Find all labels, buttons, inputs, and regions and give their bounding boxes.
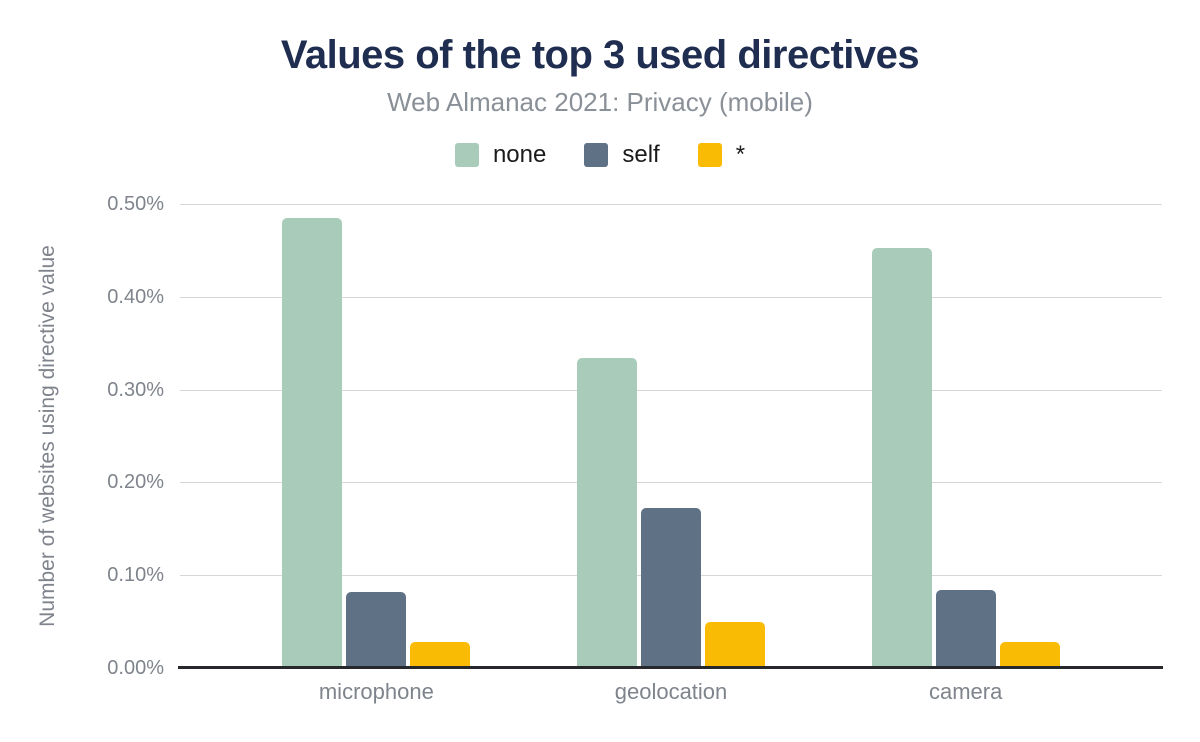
x-axis-label-microphone: microphone bbox=[318, 679, 434, 704]
legend: none self * bbox=[0, 143, 1200, 167]
x-axis-label-geolocation: geolocation bbox=[614, 679, 728, 704]
gridline bbox=[180, 482, 1162, 484]
chart-title: Values of the top 3 used directives bbox=[280, 33, 920, 77]
bar-geolocation-self bbox=[641, 508, 701, 668]
bar-camera-none bbox=[871, 247, 932, 668]
legend-swatch-star bbox=[697, 143, 722, 167]
bar-camera-self bbox=[935, 590, 996, 668]
bar-microphone-self bbox=[346, 591, 407, 668]
bar-group-geolocation: geolocation bbox=[524, 204, 819, 704]
legend-swatch-none bbox=[454, 143, 479, 167]
bar-microphone-star bbox=[410, 642, 471, 668]
y-tick-label: 0.40% bbox=[107, 285, 164, 308]
legend-label-self: self bbox=[622, 141, 660, 168]
legend-item-self: self bbox=[584, 141, 660, 168]
bar-microphone-none bbox=[282, 217, 343, 668]
x-axis-line bbox=[178, 666, 1163, 669]
gridline bbox=[180, 389, 1162, 391]
bar-group-microphone: microphone bbox=[229, 204, 524, 704]
bar-camera-star bbox=[999, 642, 1060, 668]
legend-label-none: none bbox=[492, 141, 547, 168]
legend-label-star: * bbox=[735, 141, 746, 168]
bar-geolocation-star bbox=[705, 621, 765, 668]
legend-item-none: none bbox=[454, 141, 547, 168]
bar-geolocation-none bbox=[577, 358, 637, 668]
x-axis-label-camera: camera bbox=[929, 679, 1003, 704]
gridline bbox=[180, 204, 1162, 205]
legend-item-star: * bbox=[697, 141, 746, 168]
legend-swatch-self bbox=[584, 143, 609, 167]
gridline bbox=[180, 296, 1162, 298]
bar-group-camera: camera bbox=[818, 204, 1113, 704]
y-tick-label: 0.20% bbox=[107, 471, 164, 494]
y-tick-label: 0.10% bbox=[107, 564, 164, 587]
chart-subtitle: Web Almanac 2021: Privacy (mobile) bbox=[387, 87, 813, 117]
y-tick-label: 0.30% bbox=[107, 378, 164, 401]
bar-bands: microphone geolocation camera bbox=[229, 204, 1113, 704]
y-tick-label: 0.00% bbox=[107, 657, 164, 679]
y-tick-label: 0.50% bbox=[107, 193, 164, 215]
plot-area: microphone geolocation camera bbox=[178, 204, 1163, 704]
